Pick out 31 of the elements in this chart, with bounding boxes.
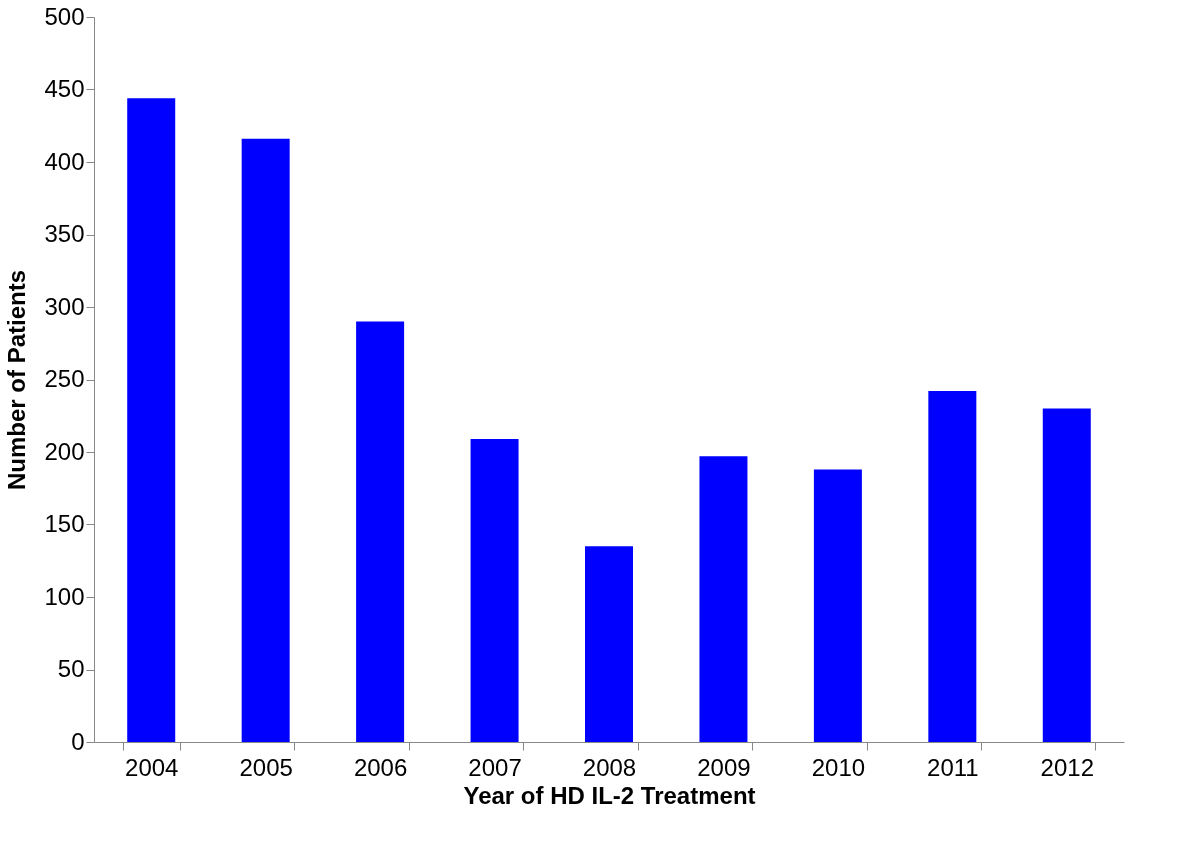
y-axis-title: Number of Patients (3, 269, 31, 491)
x-tick-label: 2007 (468, 753, 522, 781)
bar (1042, 408, 1091, 742)
bar (928, 391, 977, 742)
bar (241, 138, 290, 742)
bar (585, 546, 633, 742)
x-tick-label: 2011 (927, 753, 979, 781)
y-tick-label: 450 (44, 75, 85, 102)
y-tick-label: 500 (44, 2, 85, 30)
y-tick-label: 400 (44, 147, 85, 175)
x-tick-label: 2008 (582, 753, 637, 781)
bar (127, 98, 176, 742)
x-axis-title: Year of HD IL-2 Treatment (463, 781, 756, 809)
bar (470, 438, 519, 742)
x-tick-label: 2004 (125, 753, 179, 781)
x-tick-label: 2006 (353, 753, 408, 781)
x-tick-label: 2005 (239, 753, 293, 781)
bar (356, 321, 405, 742)
y-tick-label: 300 (44, 292, 85, 320)
x-tick-label: 2010 (811, 753, 866, 781)
bar (813, 469, 862, 742)
x-tick-label: 2009 (697, 753, 751, 781)
y-tick-label: 150 (44, 510, 85, 537)
x-tick-label: 2012 (1040, 753, 1094, 781)
y-tick-label: 250 (44, 365, 85, 392)
bar (699, 456, 748, 742)
y-tick-label: 100 (44, 582, 85, 610)
y-tick-label: 0 (71, 727, 85, 755)
y-tick-label: 350 (44, 220, 85, 247)
y-tick-label: 200 (44, 437, 85, 465)
y-tick-label: 50 (57, 655, 85, 682)
